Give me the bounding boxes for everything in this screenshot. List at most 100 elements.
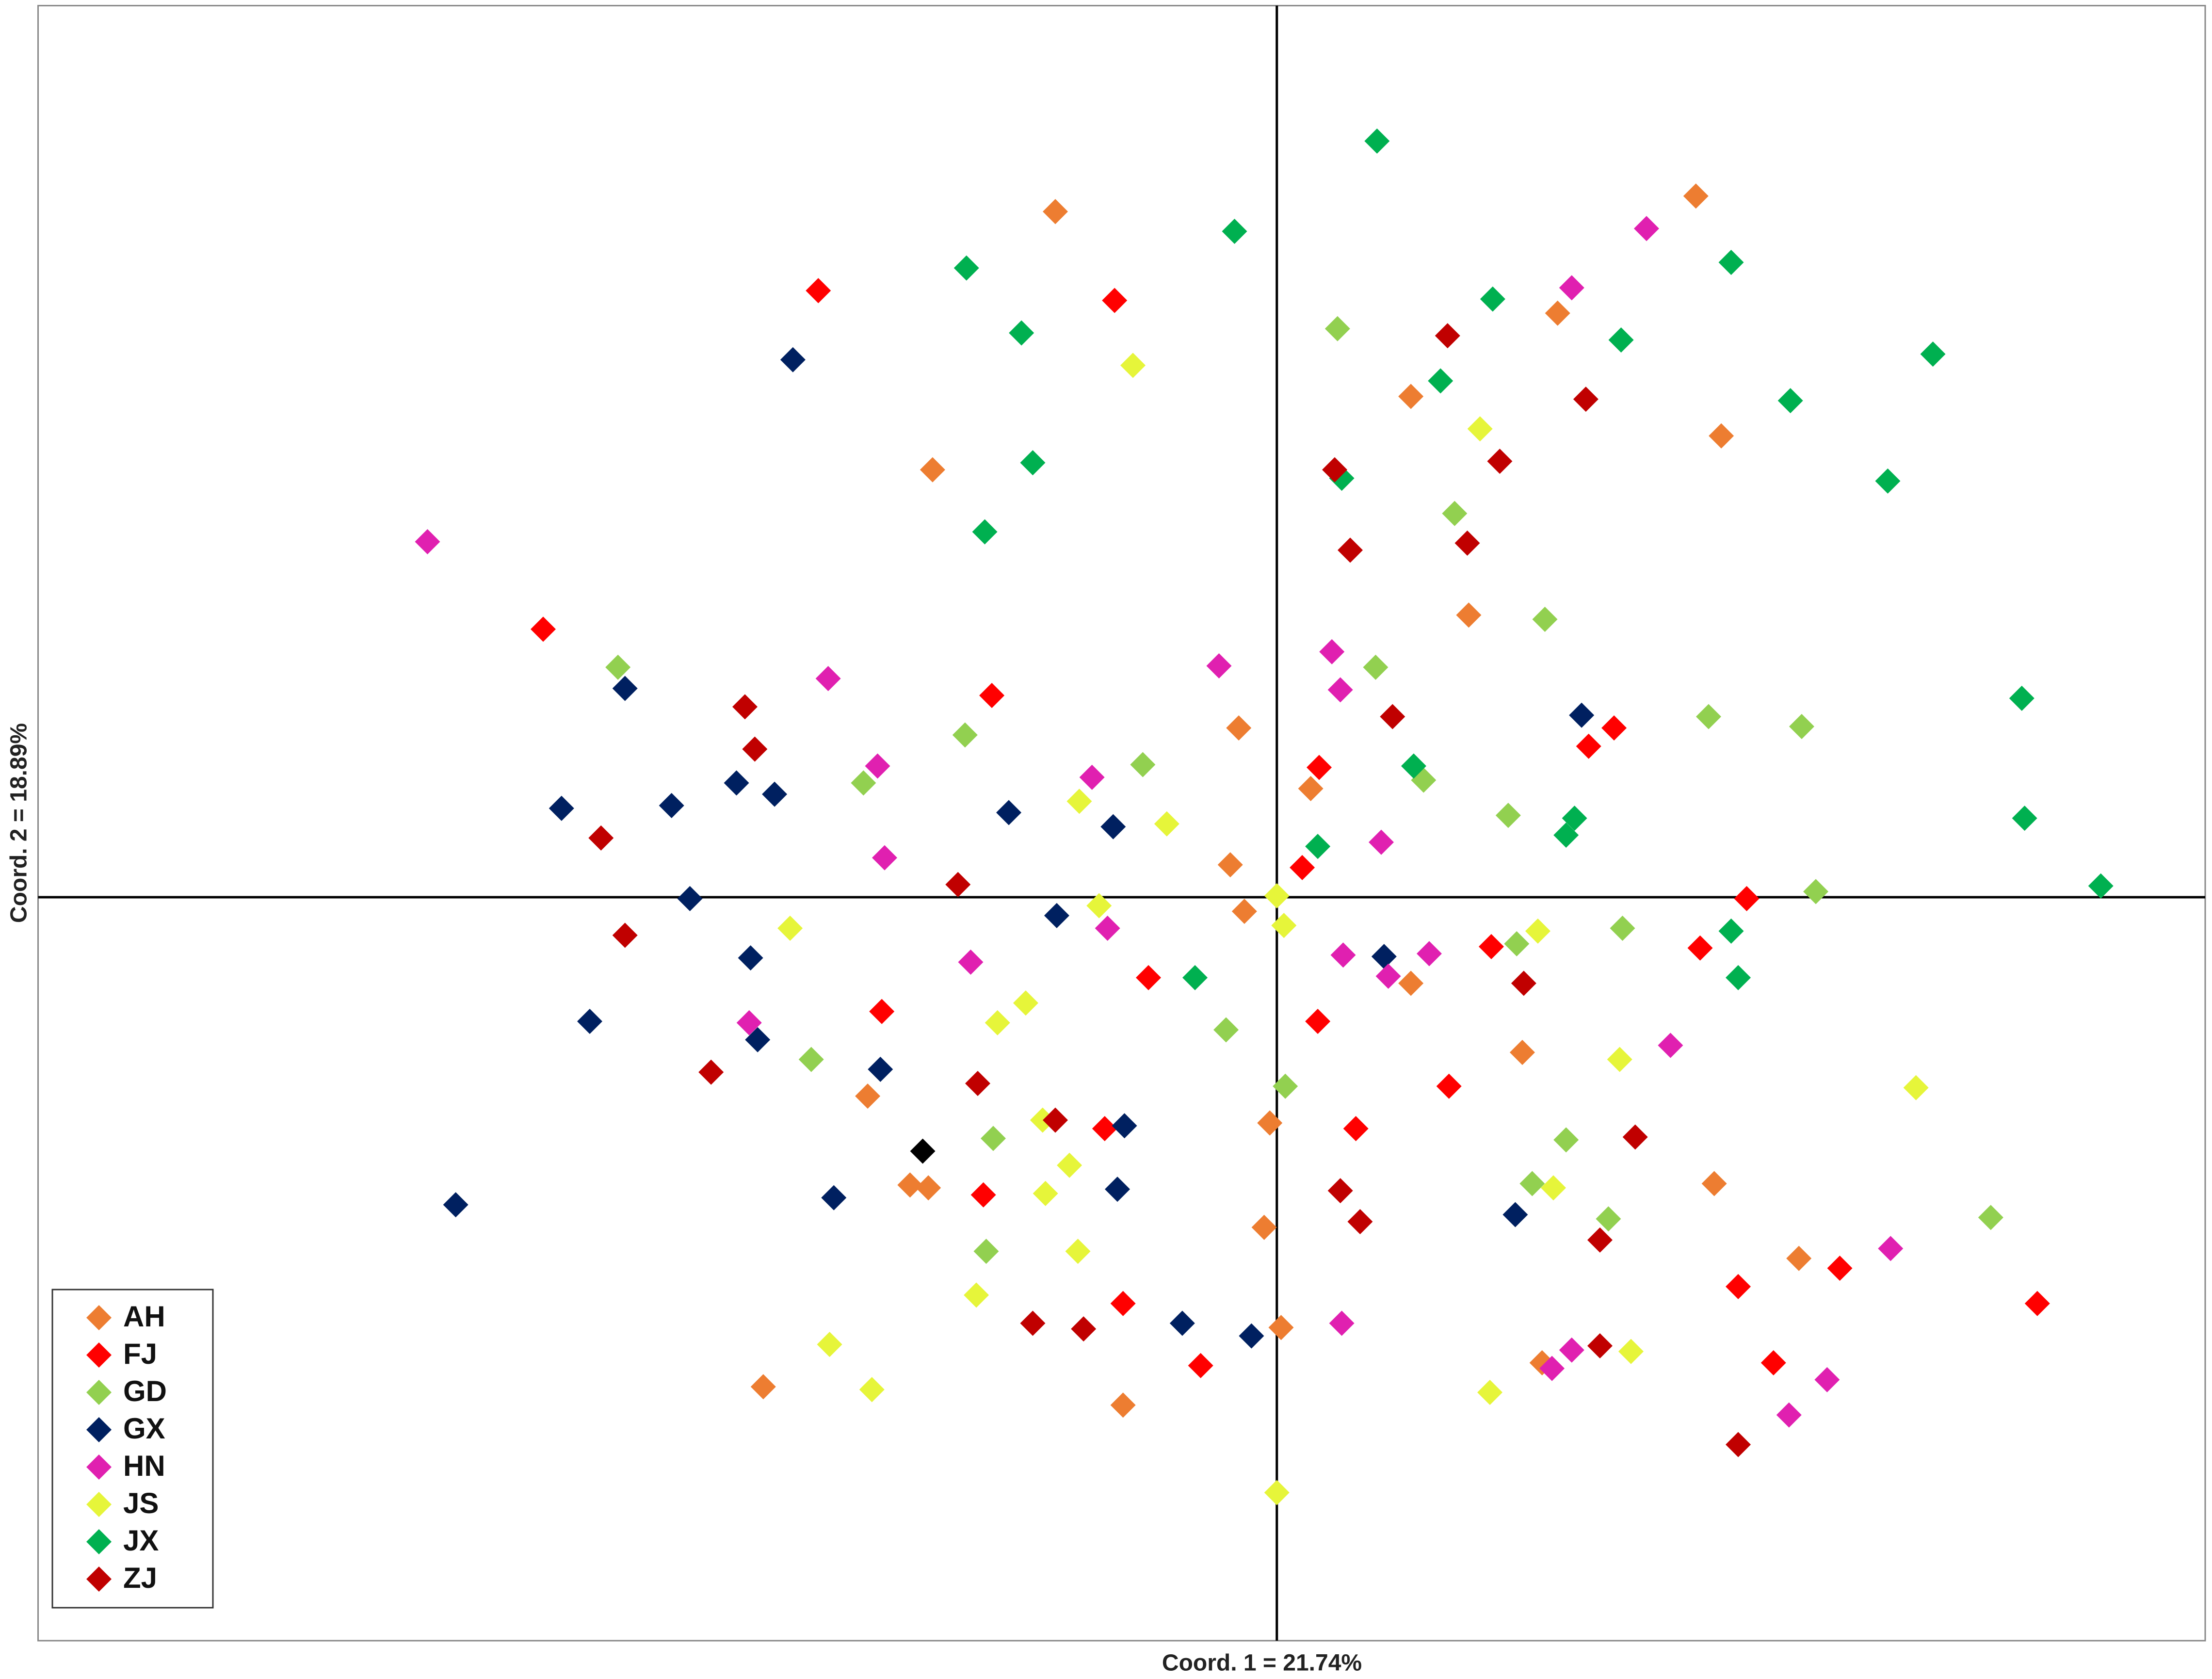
legend-marker: [86, 1380, 112, 1405]
point: [605, 654, 631, 680]
point: [1092, 1116, 1117, 1142]
point: [869, 999, 895, 1024]
point: [1130, 752, 1156, 777]
point: [897, 1172, 923, 1198]
point: [1182, 965, 1208, 990]
point: [1110, 1392, 1136, 1418]
point: [762, 781, 788, 807]
point: [1268, 1315, 1294, 1340]
point: [1112, 1113, 1137, 1139]
point: [1305, 834, 1331, 859]
point: [1687, 935, 1713, 961]
point: [1456, 602, 1482, 628]
point: [612, 676, 638, 701]
point: [1502, 1202, 1528, 1227]
point: [1169, 1310, 1195, 1336]
point: [851, 770, 876, 796]
point: [1978, 1205, 2003, 1230]
point: [1319, 639, 1345, 664]
point: [1105, 1177, 1130, 1202]
point: [1033, 1180, 1058, 1206]
point: [859, 1377, 885, 1403]
point: [1110, 1291, 1136, 1316]
legend-label: GX: [123, 1412, 165, 1445]
point: [732, 694, 758, 720]
point: [945, 872, 971, 897]
point: [1553, 1127, 1579, 1153]
point: [1057, 1152, 1082, 1178]
point: [1030, 1107, 1055, 1133]
point: [612, 922, 638, 948]
point: [972, 519, 998, 545]
point: [1504, 931, 1530, 957]
point: [1330, 942, 1356, 968]
point: [2088, 873, 2114, 899]
point: [1095, 916, 1120, 941]
point: [1086, 893, 1112, 919]
point: [1814, 1367, 1840, 1392]
point: [1020, 1310, 1046, 1336]
legend-marker: [86, 1417, 112, 1442]
point: [1569, 702, 1595, 728]
point: [1718, 918, 1744, 944]
point: [1327, 1178, 1353, 1204]
point: [1375, 963, 1401, 989]
point: [1540, 1175, 1566, 1201]
point: [916, 1175, 941, 1201]
point: [1079, 764, 1105, 790]
legend-marker: [86, 1342, 112, 1368]
legend-label: GD: [123, 1375, 167, 1407]
axes: [38, 5, 2205, 1641]
point: [1478, 934, 1504, 959]
point: [953, 255, 979, 281]
point: [1553, 823, 1579, 848]
point: [1610, 916, 1635, 941]
point: [415, 529, 440, 554]
point: [1709, 423, 1734, 449]
point: [1760, 1350, 1786, 1375]
point: [1065, 1239, 1091, 1264]
point: [1066, 789, 1092, 814]
point: [1154, 811, 1179, 837]
legend-label: AH: [123, 1300, 165, 1333]
point: [1477, 1380, 1503, 1405]
point: [1322, 457, 1348, 483]
point: [742, 736, 768, 762]
point: [865, 753, 890, 779]
point: [2012, 806, 2037, 831]
point: [1920, 341, 1946, 367]
point: [1136, 965, 1162, 990]
point: [659, 792, 684, 818]
point: [1324, 316, 1350, 341]
point: [1369, 829, 1394, 855]
point: [1338, 537, 1363, 563]
point: [1271, 913, 1297, 938]
point: [1398, 970, 1424, 996]
point: [549, 795, 574, 821]
point: [1231, 899, 1257, 924]
point: [1695, 704, 1721, 729]
point: [1601, 715, 1627, 741]
point: [817, 1332, 842, 1357]
legend-label: FJ: [123, 1338, 157, 1370]
point: [979, 683, 1005, 709]
legend-marker: [86, 1529, 112, 1554]
point: [1487, 449, 1513, 474]
point: [1298, 776, 1324, 802]
point: [1562, 806, 1587, 831]
point: [1307, 755, 1332, 780]
point: [1777, 388, 1803, 414]
point: [1607, 1047, 1632, 1072]
point: [1222, 219, 1247, 244]
point: [1622, 1124, 1648, 1150]
point: [1511, 970, 1536, 996]
point: [1587, 1227, 1613, 1253]
point: [1102, 288, 1128, 313]
point: [1454, 530, 1480, 556]
point: [985, 1010, 1010, 1035]
point: [973, 1239, 999, 1264]
point: [1071, 1316, 1097, 1342]
point: [965, 1070, 991, 1096]
point: [1576, 733, 1601, 759]
